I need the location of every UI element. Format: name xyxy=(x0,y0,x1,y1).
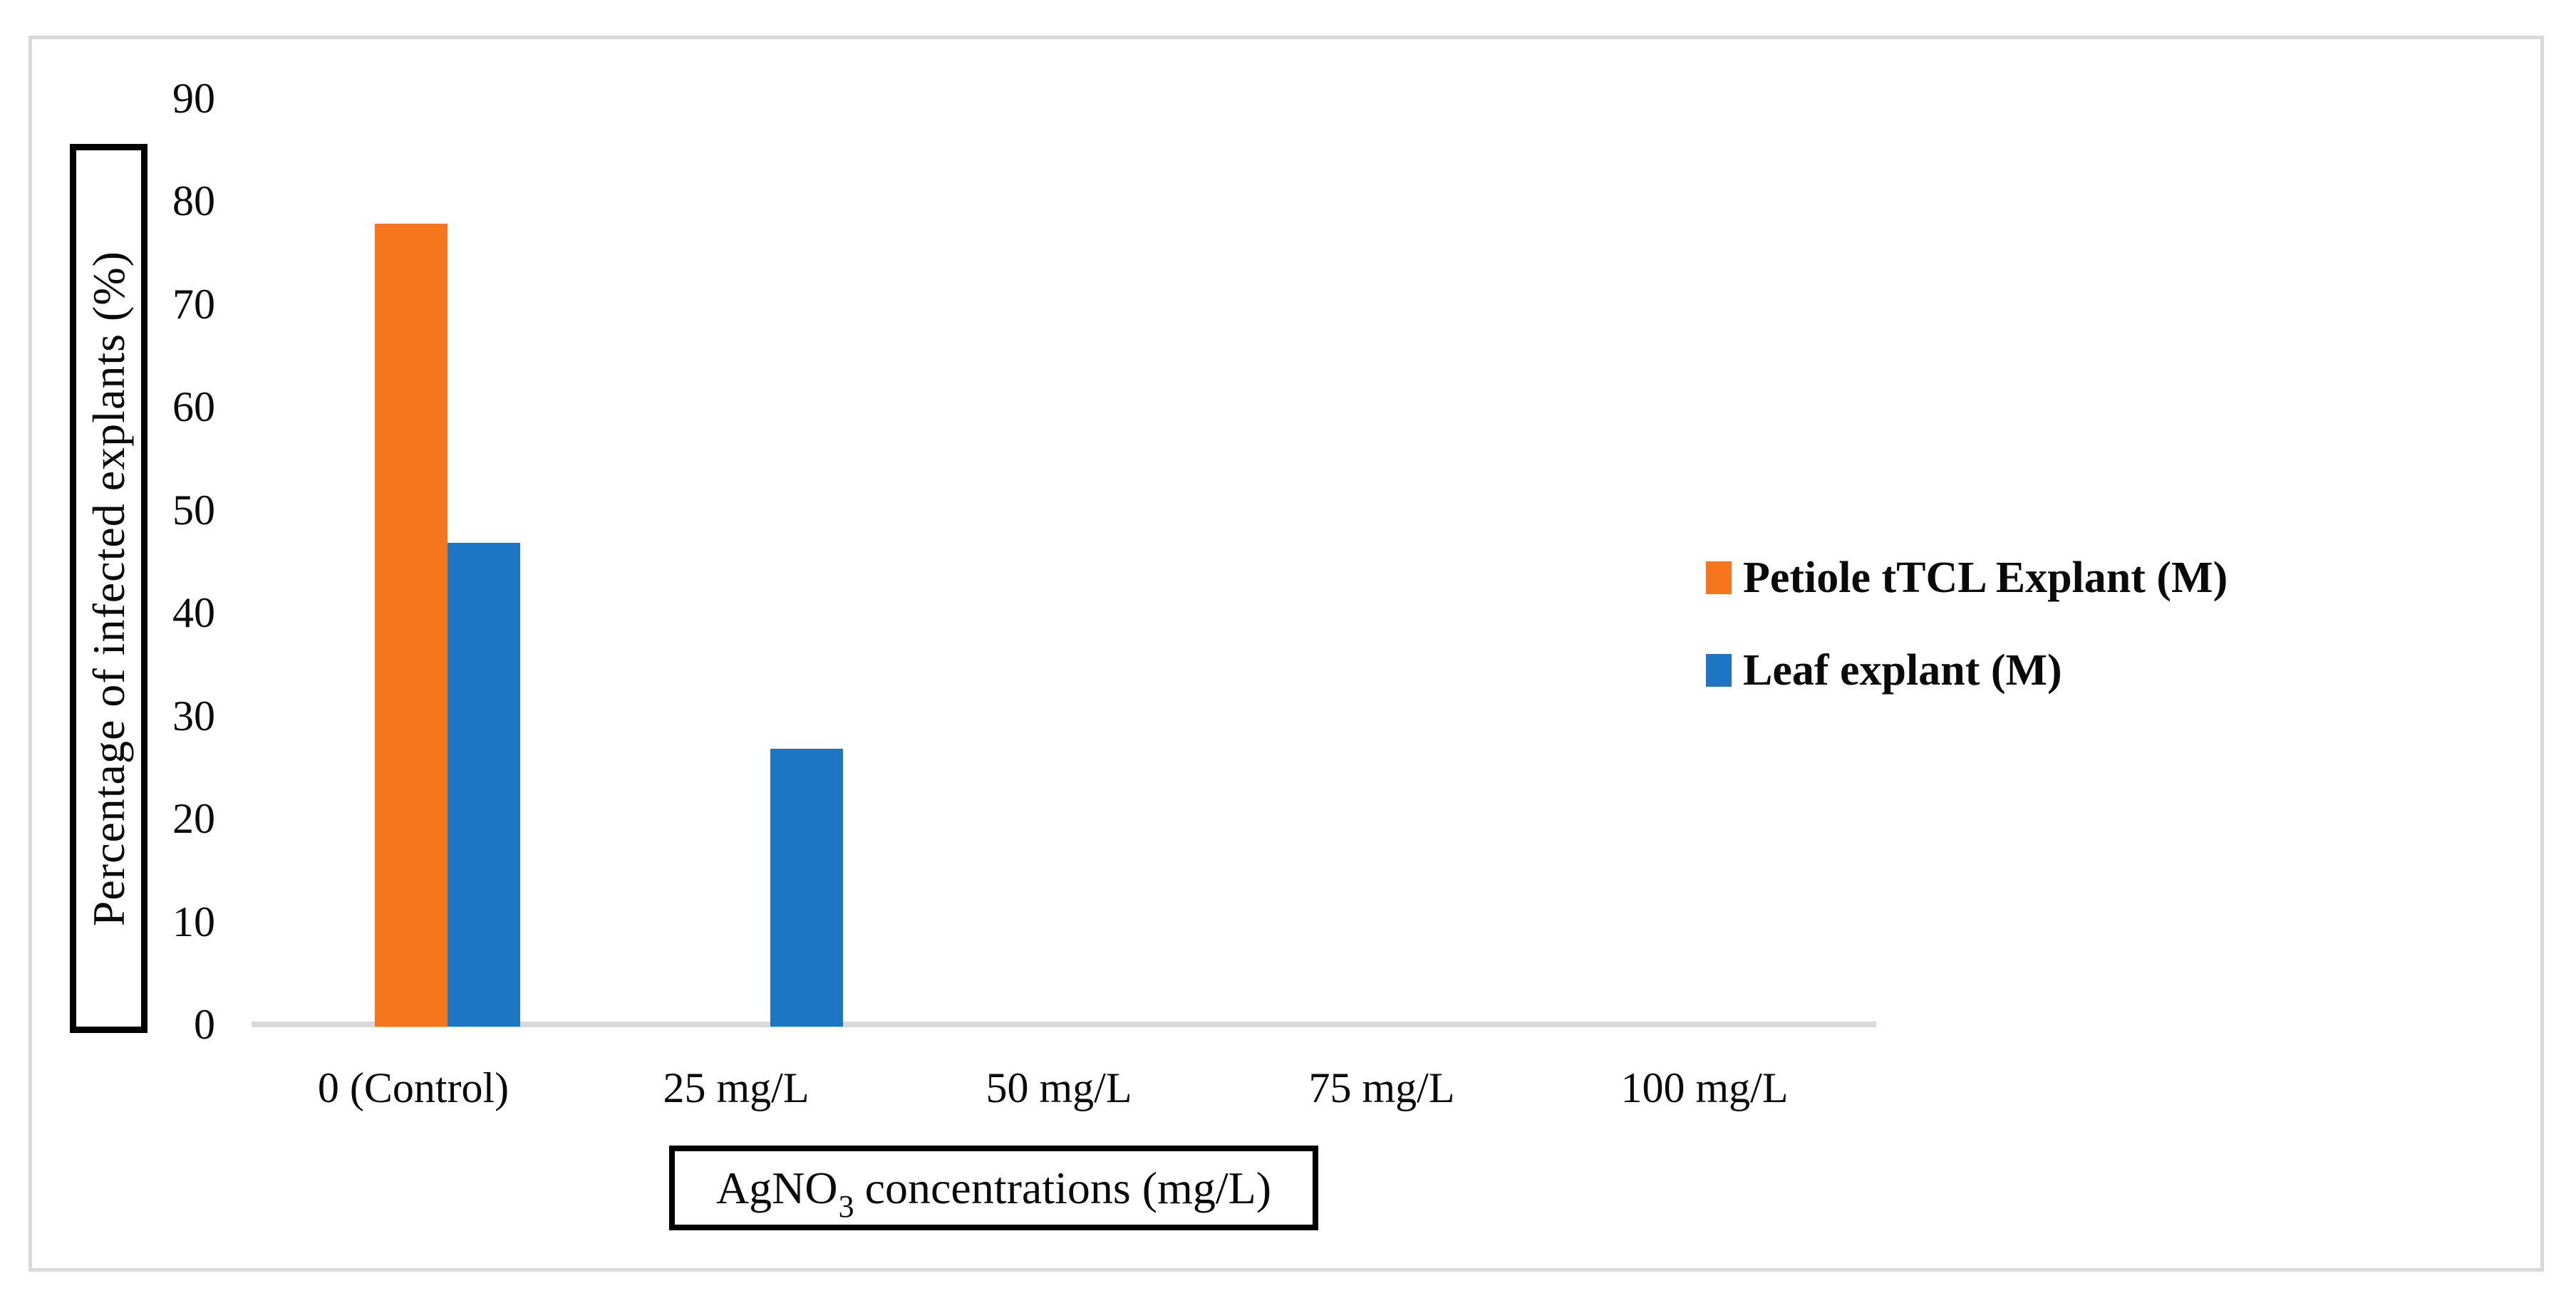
bar-petiole-0control xyxy=(375,224,448,1027)
x-tick-label: 100 mg/L xyxy=(1620,1064,1789,1111)
x-axis-title-subscript: 3 xyxy=(838,1189,854,1225)
y-tick-label: 80 xyxy=(172,177,215,224)
y-tick-label: 50 xyxy=(172,486,215,534)
legend-item-petiole: Petiole tTCL Explant (M) xyxy=(1706,550,2228,606)
legend-swatch-petiole-icon xyxy=(1706,561,1732,594)
y-tick-label: 30 xyxy=(172,692,215,739)
x-tick-label: 50 mg/L xyxy=(986,1064,1132,1111)
x-axis-line xyxy=(252,1022,1876,1027)
y-tick-label: 90 xyxy=(172,74,215,122)
legend-swatch-leaf-icon xyxy=(1706,654,1732,687)
x-tick-label: 75 mg/L xyxy=(1308,1064,1455,1111)
x-axis-title: AgNO3 concentrations (mg/L) xyxy=(715,1162,1272,1225)
x-axis-title-box: AgNO3 concentrations (mg/L) xyxy=(669,1146,1318,1230)
legend-item-leaf: Leaf explant (M) xyxy=(1706,643,2228,698)
legend-label-leaf: Leaf explant (M) xyxy=(1743,646,2062,695)
bar-leaf-25mgl xyxy=(770,749,843,1027)
y-tick-label: 60 xyxy=(172,383,215,430)
legend: Petiole tTCL Explant (M) Leaf explant (M… xyxy=(1706,550,2228,698)
y-tick-label: 40 xyxy=(172,589,215,636)
y-tick-label: 70 xyxy=(172,280,215,328)
x-tick-label: 25 mg/L xyxy=(663,1064,809,1111)
legend-label-petiole: Petiole tTCL Explant (M) xyxy=(1743,554,2228,602)
y-axis-title-box: Percentage of infected explants (%) xyxy=(70,144,148,1033)
y-tick-label: 10 xyxy=(172,898,215,945)
x-tick-label: 0 (Control) xyxy=(317,1064,509,1111)
y-tick-label: 0 xyxy=(194,1001,215,1048)
bar-leaf-0control xyxy=(448,543,520,1027)
y-tick-label: 20 xyxy=(172,795,215,842)
